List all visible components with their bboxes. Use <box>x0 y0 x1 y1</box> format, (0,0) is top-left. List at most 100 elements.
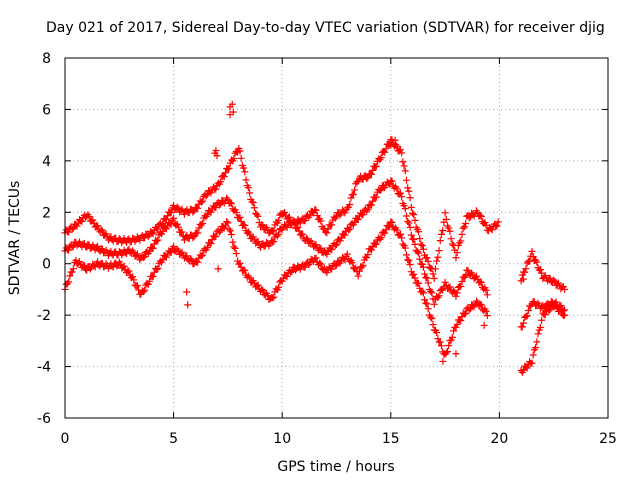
data-point-marker <box>405 187 413 195</box>
data-point-marker <box>232 250 240 258</box>
data-point-marker <box>393 144 401 152</box>
data-point-marker <box>351 186 359 194</box>
data-point-marker <box>294 223 302 231</box>
data-point-marker <box>226 199 234 207</box>
data-point-marker <box>396 146 404 154</box>
y-tick-label: 6 <box>42 102 51 118</box>
data-point-marker <box>183 288 191 296</box>
data-point-marker <box>224 165 232 173</box>
data-point-marker <box>377 186 385 194</box>
data-point-marker <box>68 243 76 251</box>
data-point-marker <box>421 296 429 304</box>
data-point-marker <box>402 212 410 220</box>
data-point-marker <box>410 236 418 244</box>
data-point-marker <box>324 225 332 233</box>
data-point-marker <box>167 208 175 216</box>
data-point-marker <box>546 306 554 314</box>
data-point-marker <box>372 162 380 170</box>
data-point-marker <box>183 252 191 260</box>
data-point-marker <box>465 306 473 314</box>
data-point-marker <box>129 273 137 281</box>
data-point-marker <box>529 253 537 261</box>
data-point-marker <box>149 230 157 238</box>
data-point-marker <box>411 274 419 282</box>
data-point-marker <box>410 211 418 219</box>
data-point-marker <box>224 219 232 227</box>
data-point-marker <box>452 292 460 300</box>
data-point-marker <box>80 239 88 247</box>
data-point-marker <box>439 357 447 365</box>
data-point-marker <box>536 266 544 274</box>
data-point-marker <box>423 274 431 282</box>
data-point-marker <box>446 283 454 291</box>
data-point-marker <box>283 273 291 281</box>
data-point-marker <box>306 211 314 219</box>
data-point-marker <box>399 158 407 166</box>
data-point-marker <box>301 263 309 271</box>
data-point-marker <box>355 267 363 275</box>
data-point-marker <box>382 145 390 153</box>
data-point-marker <box>427 313 435 321</box>
data-point-marker <box>439 286 447 294</box>
data-point-marker <box>538 269 546 277</box>
data-point-marker <box>536 323 544 331</box>
data-point-marker <box>253 211 261 219</box>
data-point-marker <box>520 319 528 327</box>
data-point-marker <box>316 259 324 267</box>
data-point-marker <box>372 193 380 201</box>
data-point-marker <box>458 230 466 238</box>
data-point-marker <box>139 288 147 296</box>
data-point-marker <box>406 194 414 202</box>
data-point-marker <box>69 224 77 232</box>
data-point-marker <box>429 270 437 278</box>
data-point-marker <box>197 198 205 206</box>
data-point-marker <box>377 234 385 242</box>
data-point-marker <box>328 265 336 273</box>
data-point-marker <box>199 197 207 205</box>
data-point-marker <box>167 220 175 228</box>
data-point-marker <box>458 278 466 286</box>
data-point-marker <box>249 199 257 207</box>
data-point-marker <box>199 251 207 259</box>
data-point-marker <box>312 206 320 214</box>
data-point-marker <box>351 219 359 227</box>
data-point-marker <box>144 280 152 288</box>
data-point-marker <box>240 221 248 229</box>
data-point-marker <box>552 301 560 309</box>
data-point-marker <box>154 225 162 233</box>
data-point-marker <box>197 252 205 260</box>
data-point-marker <box>167 248 175 256</box>
data-point-marker <box>411 240 419 248</box>
data-point-marker <box>457 237 465 245</box>
data-point-marker <box>409 209 417 217</box>
data-point-marker <box>450 327 458 335</box>
data-point-marker <box>212 232 220 240</box>
data-point-marker <box>482 307 490 315</box>
data-point-marker <box>120 262 128 270</box>
data-point-marker <box>382 226 390 234</box>
data-point-marker <box>367 201 375 209</box>
data-point-marker <box>270 293 278 301</box>
x-tick-label: 10 <box>273 431 291 447</box>
data-point-marker <box>424 258 432 266</box>
data-point-marker <box>477 213 485 221</box>
data-point-marker <box>69 242 77 250</box>
data-point-marker <box>367 170 375 178</box>
data-point-marker <box>538 316 546 324</box>
data-point-marker <box>453 289 461 297</box>
data-point-marker <box>369 197 377 205</box>
data-point-marker <box>254 237 262 245</box>
data-point-marker <box>312 241 320 249</box>
data-point-marker <box>85 213 93 221</box>
data-point-marker <box>153 237 161 245</box>
data-point-marker <box>170 214 178 222</box>
data-point-marker <box>91 263 99 271</box>
data-point-marker <box>522 312 530 320</box>
data-point-marker <box>398 234 406 242</box>
data-point-marker <box>450 287 458 295</box>
data-point-marker <box>254 281 262 289</box>
data-point-marker <box>363 254 371 262</box>
data-point-marker <box>452 254 460 262</box>
data-point-marker <box>170 201 178 209</box>
